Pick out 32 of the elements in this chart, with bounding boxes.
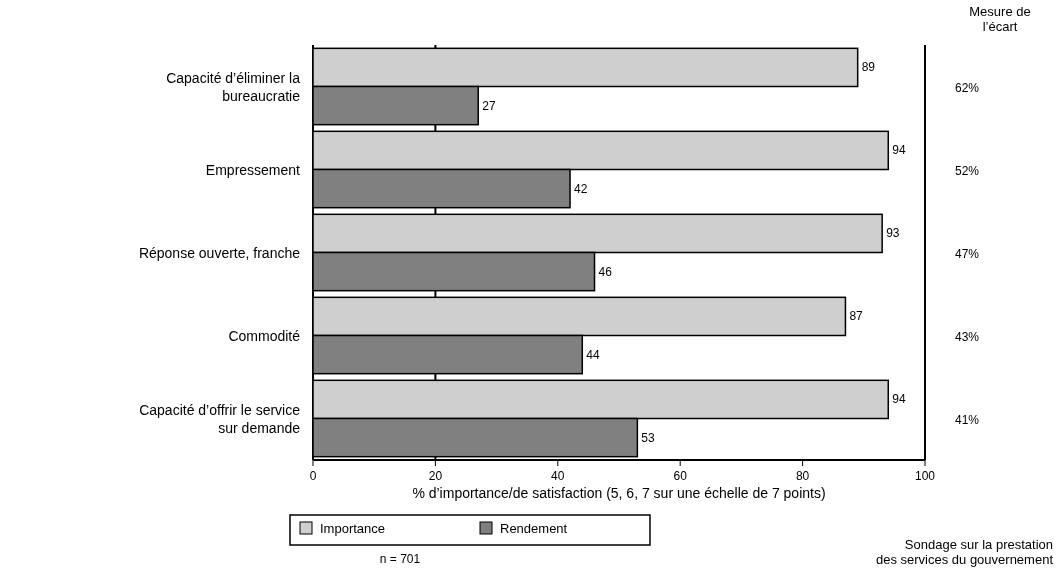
y-tick-label: Commodité (228, 327, 301, 344)
data-label: 46 (598, 264, 613, 279)
legend-label: Importance (320, 521, 386, 536)
y-tick-label: Réponse ouverte, franche (138, 244, 301, 261)
x-axis-title: % d’importance/de satisfaction (5, 6, 7 sur une échelle de 7 points) (412, 485, 826, 501)
y-tick-label: Capacité d’offrir le service sur demande (139, 401, 301, 436)
text: 47% (955, 246, 980, 261)
text: Sondage sur la prestation des services du gouvernement (875, 537, 1054, 567)
y-tick-label: Empressement (205, 161, 301, 178)
x-tick-label: 80 (795, 469, 810, 483)
x-tick-label: 20 (428, 469, 443, 483)
x-tick-label: 60 (673, 469, 688, 483)
data-label: 94 (892, 143, 906, 158)
x-tick-label: 0 (309, 469, 317, 483)
text: 41% (955, 412, 980, 427)
text: Mesure de l’écart (969, 4, 1031, 34)
text: 43% (955, 329, 980, 344)
data-label: 87 (849, 309, 864, 324)
data-label: 42 (574, 181, 588, 196)
legend-label: Rendement (500, 521, 568, 536)
x-tick-label: 40 (551, 469, 565, 483)
x-tick-label: 100 (914, 469, 936, 483)
y-tick-label: Capacité d’éliminer la bureaucratie (166, 69, 301, 104)
text: 52% (955, 163, 980, 178)
data-label: 89 (861, 60, 876, 75)
data-label: 94 (892, 392, 906, 407)
data-label: 53 (641, 430, 656, 445)
data-label: 44 (586, 347, 600, 362)
data-label: 93 (886, 226, 900, 241)
text: 62% (955, 80, 980, 95)
text: n = 701 (379, 552, 421, 566)
data-label: 27 (482, 98, 496, 113)
